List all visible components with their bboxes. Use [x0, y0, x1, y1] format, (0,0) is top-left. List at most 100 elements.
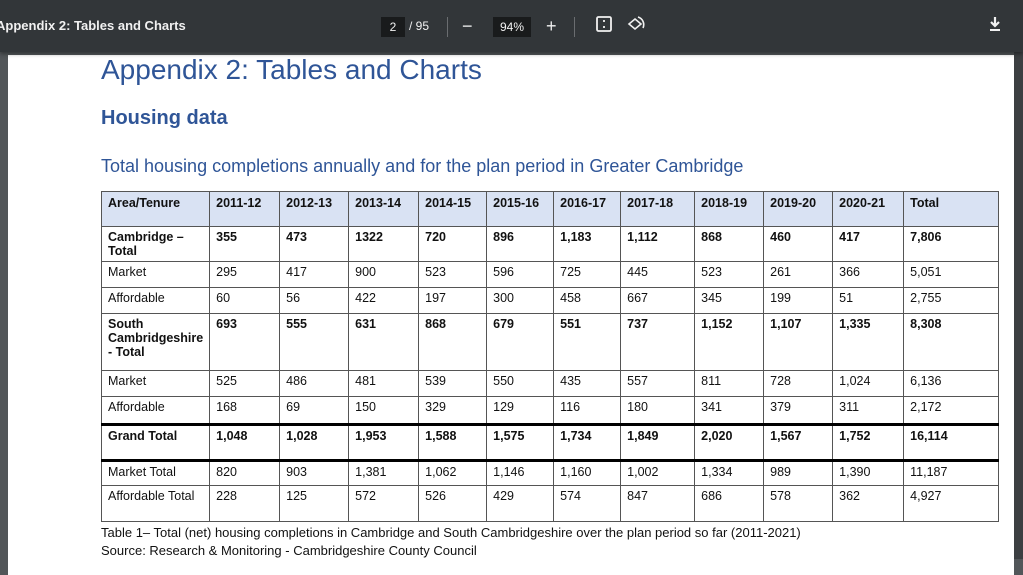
column-header: 2019-20 [763, 191, 834, 227]
table-cell: 2,755 [903, 287, 1000, 314]
table-cell: 129 [486, 396, 555, 425]
table-cell: 1,183 [553, 226, 622, 262]
column-header: 2015-16 [486, 191, 555, 227]
table-cell: 728 [763, 370, 834, 397]
download-icon[interactable] [988, 15, 1002, 39]
table-header-row: Area/Tenure 2011-12 2012-13 2013-14 2014-15 2… [100, 191, 1000, 227]
page-number-input[interactable]: 2 [381, 17, 405, 37]
zoom-in-button[interactable]: + [546, 16, 557, 36]
row-label: Market [100, 370, 211, 397]
table-cell: 345 [694, 287, 765, 314]
column-header: 2014-15 [418, 191, 488, 227]
table-cell: 486 [279, 370, 350, 397]
divider [574, 17, 575, 37]
table-cell: 1,734 [553, 423, 622, 462]
table-cell: 1,160 [553, 460, 622, 486]
table-cell: 900 [348, 261, 420, 288]
table-cell: 1,567 [763, 423, 834, 462]
table-cell: 168 [209, 396, 281, 425]
table-cell: 1,062 [418, 460, 488, 486]
table-cell: 341 [694, 396, 765, 425]
table-cell: 460 [763, 226, 834, 262]
table-title: Total housing completions annually and f… [101, 156, 744, 176]
table-cell: 180 [620, 396, 696, 425]
column-header: 2016-17 [553, 191, 622, 227]
table-cell: 2,172 [903, 396, 1000, 425]
table-cell: 572 [348, 485, 420, 522]
table-cell: 1,953 [348, 423, 420, 462]
column-header: 2017-18 [620, 191, 696, 227]
table-cell: 1,146 [486, 460, 555, 486]
row-label: Grand Total [100, 423, 211, 462]
table-cell: 197 [418, 287, 488, 314]
table-cell: 667 [620, 287, 696, 314]
housing-completions-table: Area/Tenure 2011-12 2012-13 2013-14 2014-15 2… [100, 191, 1000, 522]
table-cell: 6,136 [903, 370, 1000, 397]
table-cell: 1,112 [620, 226, 696, 262]
table-cell: 526 [418, 485, 488, 522]
table-cell: 725 [553, 261, 622, 288]
fit-page-icon[interactable] [595, 15, 613, 39]
table-cell: 379 [763, 396, 834, 425]
table-cell: 1,048 [209, 423, 281, 462]
row-label: Market Total [100, 460, 211, 486]
table-cell: 366 [832, 261, 905, 288]
table-cell: 228 [209, 485, 281, 522]
table-cell: 686 [694, 485, 765, 522]
table-cell: 1,588 [418, 423, 488, 462]
table-row: Market 525 486 481 539 550 435 557 811 728 1,024 6,… [100, 370, 1000, 397]
table-cell: 1,381 [348, 460, 420, 486]
table-cell: 539 [418, 370, 488, 397]
table-cell: 1322 [348, 226, 420, 262]
table-row: Grand Total 1,048 1,028 1,953 1,588 1,575 1,73… [100, 423, 1000, 462]
zoom-input[interactable]: 94% [493, 17, 531, 37]
row-label: Affordable [100, 396, 211, 425]
row-label: Affordable Total [100, 485, 211, 522]
table-cell: 868 [694, 226, 765, 262]
table-cell: 11,187 [903, 460, 1000, 486]
zoom-out-button[interactable]: − [462, 16, 473, 36]
table-cell: 720 [418, 226, 488, 262]
table-cell: 5,051 [903, 261, 1000, 288]
table-cell: 820 [209, 460, 281, 486]
table-cell: 868 [418, 313, 488, 371]
table-cell: 679 [486, 313, 555, 371]
table-row: Market 295 417 900 523 596 725 445 523 261 366 5,05… [100, 261, 1000, 288]
table-cell: 60 [209, 287, 281, 314]
table-cell: 525 [209, 370, 281, 397]
table-cell: 16,114 [903, 423, 1000, 462]
source-text: Source: Research & Monitoring - Cambridg… [101, 543, 477, 558]
table-cell: 811 [694, 370, 765, 397]
table-cell: 7,806 [903, 226, 1000, 262]
table-cell: 1,024 [832, 370, 905, 397]
table-cell: 903 [279, 460, 350, 486]
column-header: 2018-19 [694, 191, 765, 227]
column-header: Total [903, 191, 1000, 227]
table-row: Affordable 168 69 150 329 129 116 180 341 379 311 2… [100, 396, 1000, 425]
table-row: Affordable 60 56 422 197 300 458 667 345 199 51 2,7… [100, 287, 1000, 314]
table-cell: 417 [832, 226, 905, 262]
row-label: South Cambridgeshire - Total [100, 313, 211, 371]
table-row: Market Total 820 903 1,381 1,062 1,146 1,160 1,… [100, 460, 1000, 486]
table-cell: 355 [209, 226, 281, 262]
table-cell: 261 [763, 261, 834, 288]
table-cell: 523 [694, 261, 765, 288]
table-cell: 1,335 [832, 313, 905, 371]
page-title: Appendix 2: Tables and Charts [101, 54, 482, 85]
table-cell: 989 [763, 460, 834, 486]
table-cell: 56 [279, 287, 350, 314]
scrollbar[interactable] [1014, 52, 1023, 559]
column-header: Area/Tenure [100, 191, 211, 227]
table-cell: 551 [553, 313, 622, 371]
table-cell: 481 [348, 370, 420, 397]
page-total: / 95 [409, 19, 430, 33]
rotate-icon[interactable] [626, 15, 646, 39]
table-cell: 417 [279, 261, 350, 288]
table-cell: 847 [620, 485, 696, 522]
table-cell: 1,028 [279, 423, 350, 462]
table-cell: 631 [348, 313, 420, 371]
table-cell: 300 [486, 287, 555, 314]
table-cell: 51 [832, 287, 905, 314]
document-title: Appendix 2: Tables and Charts [0, 18, 186, 33]
table-cell: 116 [553, 396, 622, 425]
